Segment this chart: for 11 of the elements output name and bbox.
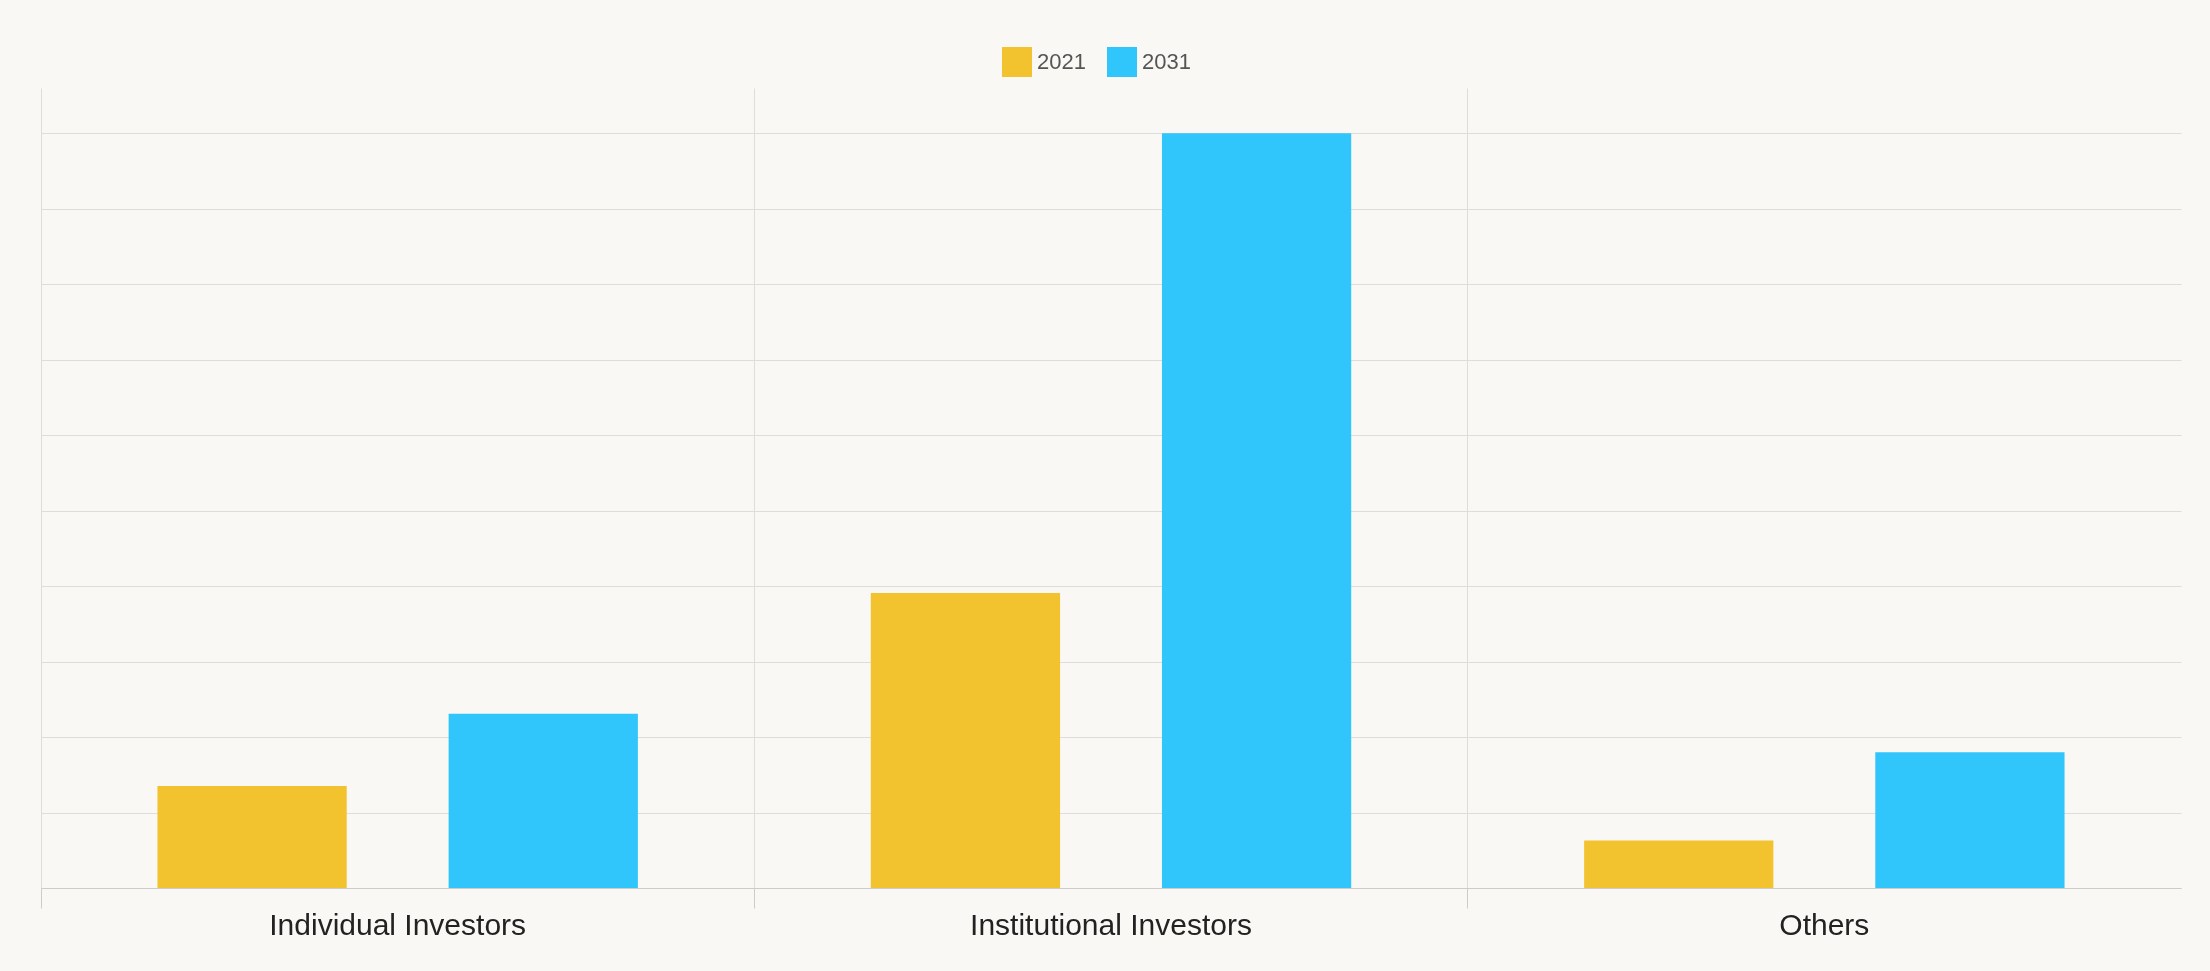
bar: [157, 786, 347, 888]
bar: [1161, 133, 1352, 888]
legend-label: 2021: [1037, 49, 1086, 74]
x-tick-label: Others: [1779, 907, 1870, 941]
x-tick-label: Institutional Investors: [970, 907, 1252, 941]
legend-label: 2031: [1142, 49, 1191, 74]
bar: [1875, 752, 2065, 888]
bar: [1584, 840, 1774, 888]
bar: [448, 713, 638, 888]
x-tick-label: Individual Investors: [269, 907, 527, 941]
bar: [870, 592, 1061, 888]
